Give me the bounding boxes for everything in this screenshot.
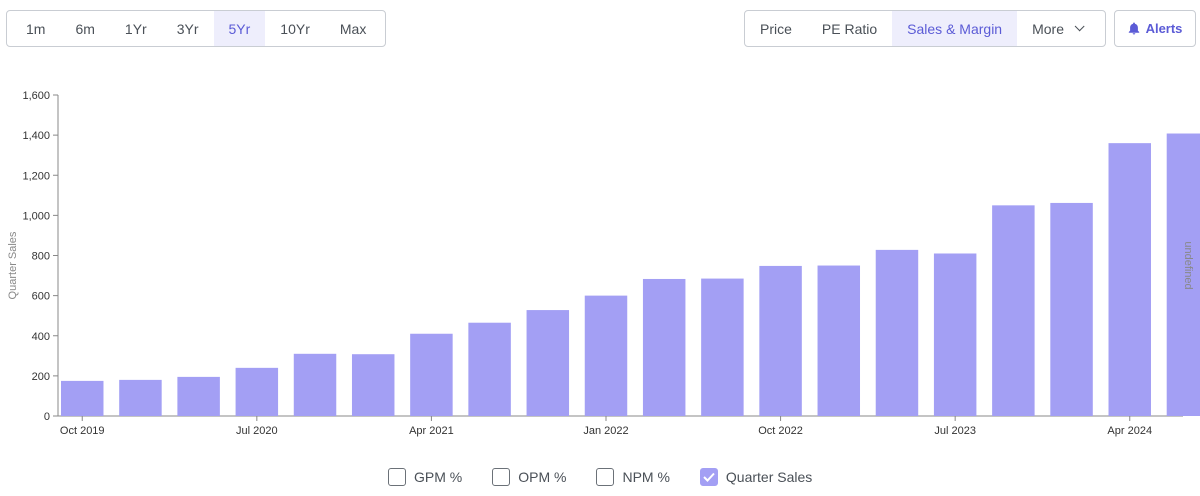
more-label: More [1032,20,1064,37]
y-tick-label: 200 [32,371,50,383]
bar-apr-2020[interactable] [177,376,220,416]
bar-apr-2022[interactable] [642,278,686,416]
y-tick-label: 1,400 [22,130,50,142]
price-tab[interactable]: Price [745,11,807,46]
bar-oct-2023[interactable] [992,205,1035,416]
checkbox-icon[interactable] [492,468,511,486]
bar-apr-2021[interactable] [410,333,453,416]
more-dropdown[interactable]: More [1017,11,1096,46]
y-tick-label: 800 [32,251,50,263]
y-tick-label: 1,000 [22,210,50,222]
range-3yr-button[interactable]: 3Yr [162,11,214,46]
bar-oct-2019[interactable] [61,380,104,416]
range-1m-button[interactable]: 1m [11,11,60,46]
bar-apr-2023[interactable] [875,249,919,416]
bar-jan-2024[interactable] [1050,202,1093,416]
y-tick-label: 400 [32,331,50,343]
checkbox-checked-icon[interactable] [699,468,718,486]
sales-margin-tab[interactable]: Sales & Margin [892,11,1018,46]
bar-oct-2021[interactable] [526,310,570,416]
time-range-selector: 1m 6m 1Yr 3Yr 5Yr 10Yr Max [6,10,387,47]
bar-jan-2023[interactable] [817,265,861,416]
x-tick-label: Apr 2021 [409,425,454,437]
bar-jul-2020[interactable] [235,367,279,416]
range-5yr-button[interactable]: 5Yr [213,11,266,46]
x-tick-label: Jul 2023 [934,425,976,437]
legend-quarter-sales-toggle[interactable]: Quarter Sales [699,468,813,486]
x-tick-label: Jul 2020 [236,425,278,437]
bar-jul-2021[interactable] [468,322,511,416]
range-1yr-button[interactable]: 1Yr [110,11,162,46]
range-6m-button[interactable]: 6m [60,11,109,46]
y-axis-title: Quarter Sales [7,231,19,299]
y2-axis-title: undefined [1182,241,1194,289]
legend-gpm-toggle[interactable]: GPM % [388,468,462,486]
alerts-label: Alerts [1145,21,1183,36]
range-10yr-button[interactable]: 10Yr [265,11,325,46]
bar-jul-2023[interactable] [933,253,977,416]
x-tick-label: Apr 2024 [1107,425,1152,437]
quarter-sales-chart: 0 200 400 600 800 1,000 1,200 1,400 1,600 Oct 201… [7,90,1200,437]
x-tick-label: Oct 2019 [60,425,105,437]
y-tick-label: 1,600 [22,90,50,102]
y-tick-label: 1,200 [22,170,50,182]
bar-oct-2020[interactable] [293,353,337,416]
bar-jul-2024[interactable] [1166,133,1200,416]
metric-selector: Price PE Ratio Sales & Margin More [744,10,1106,47]
legend-opm-toggle[interactable]: OPM % [492,468,566,486]
y-tick-label: 600 [32,291,50,303]
alerts-button[interactable]: Alerts [1114,10,1196,47]
chart-legend: GPM % OPM % NPM % Quarter Sales [388,468,842,486]
bar-jan-2022[interactable] [584,295,628,416]
legend-label: Quarter Sales [725,469,813,485]
range-max-button[interactable]: Max [325,11,381,46]
chevron-down-icon [1074,21,1085,32]
legend-label: NPM % [622,469,670,485]
bar-jul-2022[interactable] [701,278,744,416]
legend-label: OPM % [518,469,567,485]
bar-oct-2022[interactable] [759,265,802,416]
bar-jan-2020[interactable] [119,379,162,416]
x-tick-label: Jan 2022 [583,425,628,437]
legend-npm-toggle[interactable]: NPM % [596,468,670,486]
bar-apr-2024[interactable] [1108,143,1151,416]
checkbox-icon[interactable] [388,468,406,486]
bar-jan-2021[interactable] [351,354,395,416]
checkbox-icon[interactable] [596,468,615,486]
bell-icon [1128,22,1140,35]
legend-label: GPM % [414,469,463,485]
x-tick-label: Oct 2022 [758,425,803,437]
y-tick-label: 0 [44,411,50,423]
pe-ratio-tab[interactable]: PE Ratio [807,11,892,46]
